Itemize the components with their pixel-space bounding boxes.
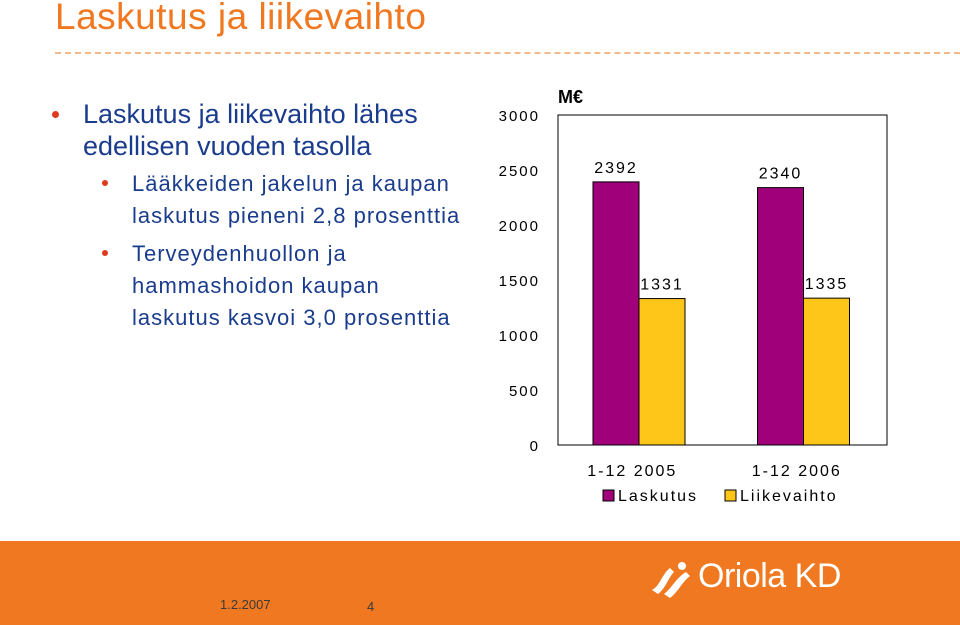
title-divider xyxy=(55,52,960,54)
y-tick-label: 1000 xyxy=(499,328,540,345)
y-tick-label: 2500 xyxy=(499,163,540,180)
logo-mark-icon xyxy=(652,562,690,598)
sub-bullet: Terveydenhuollon ja hammashoidon kaupan … xyxy=(52,238,472,334)
sub-bullet-text: Terveydenhuollon ja hammashoidon kaupan … xyxy=(132,241,451,330)
footer-date: 1.2.2007 xyxy=(220,597,271,612)
category-label: 1-12 2006 xyxy=(752,463,842,480)
plot-frame xyxy=(557,114,888,446)
data-label: 1331 xyxy=(640,277,684,294)
footer-band xyxy=(0,541,960,625)
sub-bullet: Lääkkeiden jakelun ja kaupan laskutus pi… xyxy=(52,168,472,232)
legend-swatch xyxy=(724,489,737,502)
legend-swatch xyxy=(602,489,615,502)
bullet-dot xyxy=(52,111,59,118)
sub-bullet-text: Lääkkeiden jakelun ja kaupan laskutus pi… xyxy=(132,171,461,228)
bar-laskutus-1 xyxy=(757,187,804,446)
page-number: 4 xyxy=(367,599,375,614)
legend-label: Liikevaihto xyxy=(740,488,838,505)
bullet-list: Laskutus ja liikevaihto lähes edellisen … xyxy=(52,98,472,340)
main-bullet: Laskutus ja liikevaihto lähes edellisen … xyxy=(52,98,472,162)
y-tick-label: 2000 xyxy=(499,218,540,235)
bar-chart: M€ 0 500 1000 1500 2000 2500 3000 2392 1331 1-12 … xyxy=(499,87,888,505)
plot-area: 0 500 1000 1500 2000 2500 3000 2392 1331 1-12 200… xyxy=(499,108,888,480)
y-axis-unit: M€ xyxy=(558,87,583,107)
sub-bullet-list: Lääkkeiden jakelun ja kaupan laskutus pi… xyxy=(52,168,472,334)
company-logo: Oriola KD xyxy=(648,557,948,600)
bullet-dot xyxy=(102,250,108,256)
data-label: 1335 xyxy=(805,276,849,293)
logo-wordmark: Oriola KD xyxy=(698,557,841,595)
bar-liikevaihto-0 xyxy=(638,298,686,446)
data-label: 2340 xyxy=(759,166,803,183)
y-tick-label: 3000 xyxy=(499,108,540,125)
y-tick-label: 0 xyxy=(530,438,540,455)
bar-laskutus-0 xyxy=(592,181,640,446)
chart-legend: Laskutus Liikevaihto xyxy=(602,488,838,505)
legend-label: Laskutus xyxy=(618,488,698,505)
data-label: 2392 xyxy=(594,160,638,177)
category-label: 1-12 2005 xyxy=(587,463,677,480)
bar-liikevaihto-1 xyxy=(803,297,850,446)
y-tick-label: 1500 xyxy=(499,273,540,290)
y-tick-label: 500 xyxy=(509,383,540,400)
slide-title: Laskutus ja liikevaihto xyxy=(55,0,427,37)
bullet-dot xyxy=(102,180,108,186)
main-bullet-text: Laskutus ja liikevaihto lähes edellisen … xyxy=(83,99,418,161)
